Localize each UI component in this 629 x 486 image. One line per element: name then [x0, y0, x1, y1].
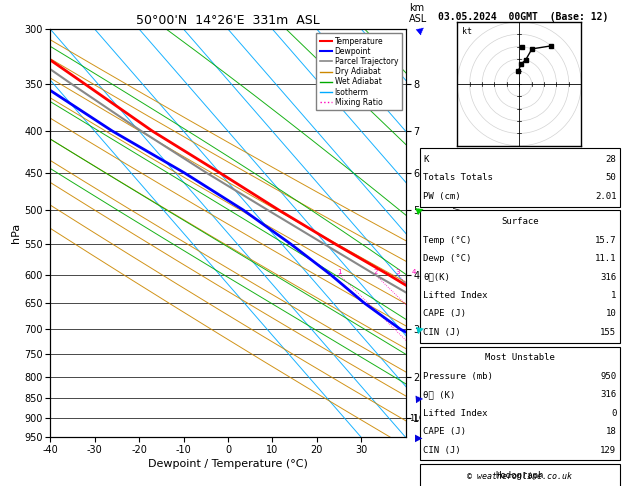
- Text: © weatheronline.co.uk: © weatheronline.co.uk: [467, 472, 572, 481]
- Text: Hodograph: Hodograph: [496, 471, 544, 480]
- Text: CIN (J): CIN (J): [423, 446, 461, 454]
- Text: km
ASL: km ASL: [409, 3, 427, 24]
- Text: 10: 10: [606, 310, 616, 318]
- Text: PW (cm): PW (cm): [423, 192, 461, 201]
- Text: θᴇ(K): θᴇ(K): [423, 273, 450, 281]
- Text: 11.1: 11.1: [595, 254, 616, 263]
- Text: Temp (°C): Temp (°C): [423, 236, 472, 244]
- Text: 3: 3: [395, 269, 400, 275]
- Text: 316: 316: [600, 273, 616, 281]
- Y-axis label: Mixing Ratio (g/kg): Mixing Ratio (g/kg): [454, 193, 464, 273]
- Text: 18: 18: [606, 427, 616, 436]
- Text: 2: 2: [373, 269, 377, 275]
- Text: Lifted Index: Lifted Index: [423, 291, 488, 300]
- Text: CAPE (J): CAPE (J): [423, 310, 466, 318]
- Text: 316: 316: [600, 390, 616, 399]
- Text: 28: 28: [606, 155, 616, 164]
- X-axis label: Dewpoint / Temperature (°C): Dewpoint / Temperature (°C): [148, 459, 308, 469]
- Text: 155: 155: [600, 328, 616, 337]
- Text: 1: 1: [337, 269, 342, 275]
- Text: Dewp (°C): Dewp (°C): [423, 254, 472, 263]
- Text: K: K: [423, 155, 429, 164]
- Text: CIN (J): CIN (J): [423, 328, 461, 337]
- Text: Surface: Surface: [501, 217, 538, 226]
- Text: 129: 129: [600, 446, 616, 454]
- Text: 15.7: 15.7: [595, 236, 616, 244]
- Text: Lifted Index: Lifted Index: [423, 409, 488, 417]
- Text: 2.01: 2.01: [595, 192, 616, 201]
- Text: 950: 950: [600, 372, 616, 381]
- Text: CAPE (J): CAPE (J): [423, 427, 466, 436]
- Text: Pressure (mb): Pressure (mb): [423, 372, 493, 381]
- Text: ▶: ▶: [415, 433, 423, 442]
- Text: 1: 1: [611, 291, 616, 300]
- Text: Most Unstable: Most Unstable: [485, 353, 555, 362]
- Text: θᴇ (K): θᴇ (K): [423, 390, 455, 399]
- Text: kt: kt: [462, 27, 472, 36]
- Title: 50°00'N  14°26'E  331m  ASL: 50°00'N 14°26'E 331m ASL: [136, 14, 320, 27]
- Text: 50: 50: [606, 174, 616, 182]
- Text: 4: 4: [412, 269, 416, 275]
- Y-axis label: hPa: hPa: [11, 223, 21, 243]
- Text: 1LCL: 1LCL: [409, 414, 430, 423]
- Text: 0: 0: [611, 409, 616, 417]
- Text: 03.05.2024  00GMT  (Base: 12): 03.05.2024 00GMT (Base: 12): [438, 12, 609, 22]
- Text: ▶: ▶: [415, 23, 427, 35]
- Text: ▶: ▶: [415, 324, 425, 335]
- Text: ▶: ▶: [415, 393, 423, 403]
- Text: ▶: ▶: [415, 204, 426, 216]
- Legend: Temperature, Dewpoint, Parcel Trajectory, Dry Adiabat, Wet Adiabat, Isotherm, Mi: Temperature, Dewpoint, Parcel Trajectory…: [316, 33, 402, 110]
- Text: Totals Totals: Totals Totals: [423, 174, 493, 182]
